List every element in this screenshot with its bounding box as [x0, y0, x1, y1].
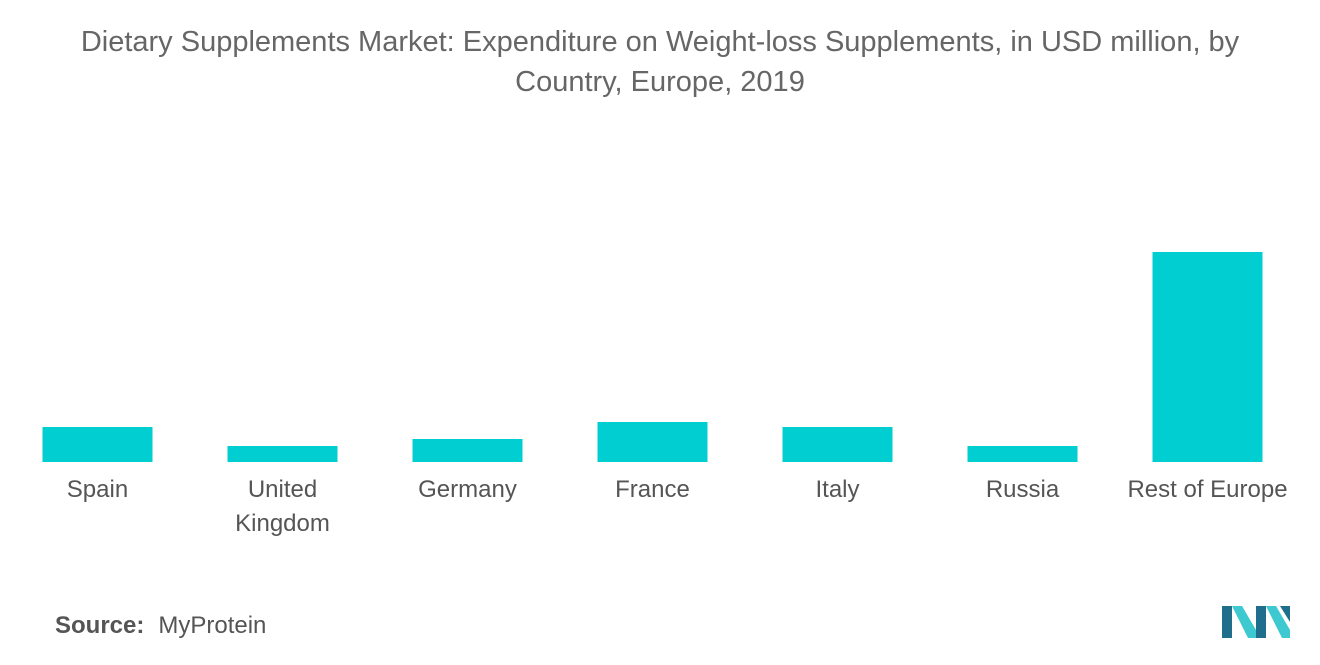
bar-italy: [782, 427, 893, 462]
x-tick-label: Rest of Europe: [1127, 476, 1287, 503]
x-tick-label: France: [615, 476, 690, 503]
bar-rest-of-europe: [1152, 252, 1263, 462]
chart-title-line-2: Country, Europe, 2019: [515, 66, 805, 98]
x-tick-label: Germany: [418, 476, 517, 503]
x-tick-label: Italy: [815, 476, 859, 503]
chart-title-line-1: Dietary Supplements Market: Expenditure …: [80, 26, 1240, 58]
x-tick-label: Russia: [986, 476, 1060, 503]
x-tick-label: Spain: [67, 476, 128, 503]
bar-germany: [412, 439, 523, 462]
mordor-intelligence-logo-icon: [1222, 606, 1290, 638]
source-note: Source: MyProtein: [55, 612, 266, 640]
bar-russia: [967, 446, 1078, 462]
source-value: MyProtein: [158, 612, 267, 639]
bar-united-kingdom: [227, 446, 338, 462]
chart-title: Dietary Supplements Market: Expenditure …: [0, 22, 1320, 102]
bar-chart: Spain United Kingdom Germany France Italy Russ…: [42, 252, 1288, 537]
x-tick-label: United Kingdom: [235, 476, 330, 537]
bar-spain: [42, 427, 153, 462]
bar-france: [597, 422, 708, 462]
source-label: Source:: [55, 612, 145, 639]
